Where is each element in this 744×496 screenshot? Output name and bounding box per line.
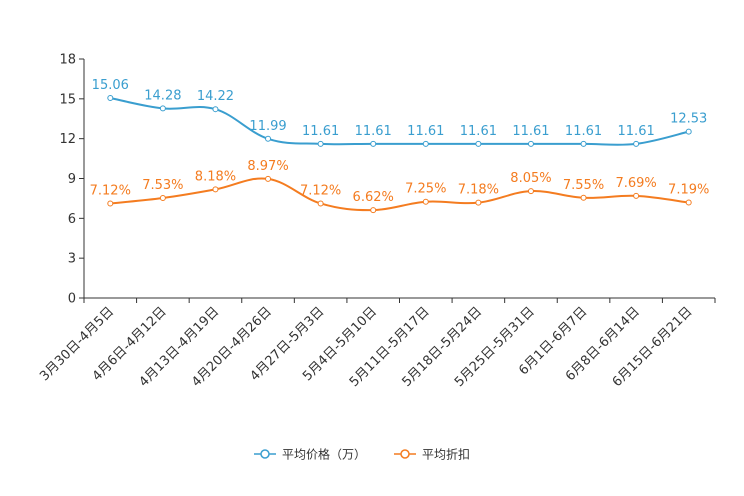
data-point xyxy=(475,199,482,206)
data-label: 12.53 xyxy=(670,112,707,127)
data-label: 11.61 xyxy=(407,124,444,139)
legend-label: 平均价格（万） xyxy=(282,447,366,462)
data-label: 8.05% xyxy=(510,171,551,186)
legend-label: 平均折扣 xyxy=(422,447,470,462)
data-label: 8.97% xyxy=(247,159,288,174)
data-label: 11.61 xyxy=(460,124,497,139)
data-point xyxy=(159,195,166,202)
y-axis: 0 3 6 9 12 15 18 xyxy=(59,53,85,307)
data-label-layer: 15.06 14.28 14.22 11.99 11.61 11.61 11.61 11.61… xyxy=(90,78,710,205)
legend-item[interactable]: 平均折扣 xyxy=(394,447,470,462)
x-axis: 3月30日-4月5日4月6日-4月12日4月13日-4月19日4月20日-4月2… xyxy=(37,297,716,390)
series-line xyxy=(110,177,689,212)
data-label: 11.99 xyxy=(249,119,286,134)
data-label: 15.06 xyxy=(92,78,129,93)
data-point xyxy=(633,140,640,147)
legend[interactable]: 平均价格（万） 平均折扣 xyxy=(254,447,470,462)
data-label: 7.53% xyxy=(142,178,183,193)
data-point xyxy=(265,135,272,142)
data-label: 14.22 xyxy=(197,89,234,104)
data-point xyxy=(685,128,692,135)
data-point xyxy=(527,188,534,195)
data-point xyxy=(580,194,587,201)
data-point xyxy=(475,140,482,147)
data-point xyxy=(633,192,640,199)
data-label: 11.61 xyxy=(302,124,339,139)
data-label: 7.18% xyxy=(458,183,499,198)
data-point xyxy=(212,106,219,113)
data-point xyxy=(422,140,429,147)
data-label: 6.62% xyxy=(353,190,394,205)
y-tick-label: 15 xyxy=(59,92,76,107)
data-point xyxy=(212,186,219,193)
data-label: 7.12% xyxy=(300,183,341,198)
data-label: 8.18% xyxy=(195,169,236,184)
series-layer xyxy=(107,95,692,214)
data-label: 7.69% xyxy=(615,176,656,191)
y-tick-label: 3 xyxy=(68,252,76,267)
data-point xyxy=(580,140,587,147)
legend-item[interactable]: 平均价格（万） xyxy=(254,447,366,462)
data-label: 14.28 xyxy=(144,88,181,103)
data-point xyxy=(317,140,324,147)
data-point xyxy=(317,200,324,207)
data-label: 7.25% xyxy=(405,182,446,197)
y-tick-label: 0 xyxy=(68,292,76,307)
data-point xyxy=(685,199,692,206)
data-label: 7.55% xyxy=(563,178,604,193)
data-point xyxy=(422,198,429,205)
legend-marker-icon xyxy=(400,449,410,459)
y-tick-label: 9 xyxy=(68,172,76,187)
series-line xyxy=(110,97,689,146)
data-point xyxy=(159,105,166,112)
data-point xyxy=(107,95,114,102)
data-point xyxy=(370,140,377,147)
legend-marker-icon xyxy=(260,449,270,459)
data-label: 11.61 xyxy=(355,124,392,139)
data-point xyxy=(527,140,534,147)
y-tick-label: 18 xyxy=(59,53,76,68)
data-label: 7.12% xyxy=(90,183,131,198)
data-point xyxy=(370,207,377,214)
data-label: 11.61 xyxy=(512,124,549,139)
y-tick-label: 12 xyxy=(59,132,76,147)
data-point xyxy=(265,175,272,182)
y-tick-label: 6 xyxy=(68,212,76,227)
data-label: 11.61 xyxy=(565,124,602,139)
data-label: 11.61 xyxy=(618,124,655,139)
data-label: 7.19% xyxy=(668,183,709,198)
data-point xyxy=(107,200,114,207)
